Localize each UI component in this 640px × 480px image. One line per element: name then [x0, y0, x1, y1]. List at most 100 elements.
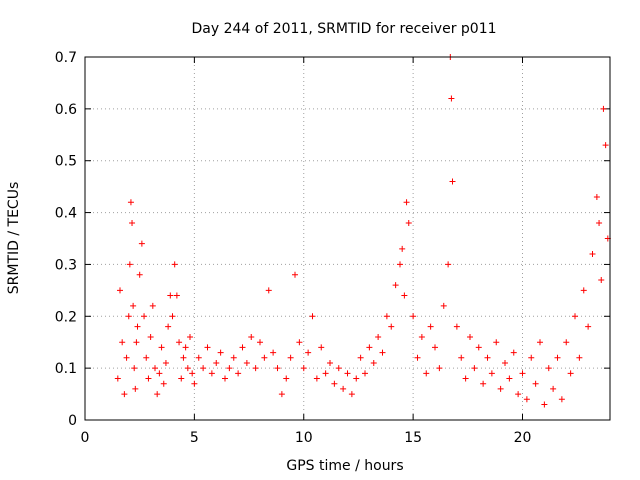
data-point	[497, 385, 504, 392]
data-point	[257, 339, 263, 346]
data-point	[167, 292, 174, 299]
x-tick-label: 0	[81, 430, 90, 446]
data-point	[184, 365, 191, 372]
data-point	[119, 339, 126, 346]
data-point	[173, 292, 180, 299]
data-point	[545, 365, 552, 372]
data-point	[467, 334, 473, 341]
data-point	[523, 396, 530, 403]
data-point	[515, 391, 522, 398]
data-point	[331, 380, 338, 387]
data-point	[265, 287, 272, 294]
data-point	[129, 219, 136, 226]
data-point	[519, 370, 526, 377]
x-axis-title: GPS time / hours	[286, 458, 403, 474]
data-points	[114, 54, 611, 408]
data-point	[427, 323, 434, 330]
y-tick-labels: 0 0.1 0.2 0.3 0.4 0.5 0.6 0.7	[55, 50, 77, 429]
data-point	[189, 370, 196, 377]
data-point	[208, 370, 215, 377]
data-point	[399, 245, 406, 252]
axis-ticks	[84, 56, 610, 421]
chart-title: Day 244 of 2011, SRMTID for receiver p01…	[191, 21, 496, 37]
data-point	[235, 370, 242, 377]
data-point	[239, 344, 246, 351]
data-point	[143, 354, 150, 361]
data-point	[410, 313, 417, 320]
data-point	[134, 323, 141, 330]
y-tick-label: 0.2	[55, 309, 77, 325]
data-point	[375, 334, 382, 341]
data-point	[383, 313, 390, 320]
y-axis-title: SRMTID / TECUs	[6, 182, 22, 295]
data-point	[340, 385, 347, 392]
data-point	[335, 365, 342, 372]
data-point	[598, 276, 605, 283]
data-point	[600, 105, 607, 112]
data-point	[348, 391, 355, 398]
data-point	[362, 370, 368, 377]
data-point	[149, 302, 156, 309]
data-point	[169, 313, 176, 320]
data-point	[158, 344, 165, 351]
data-point	[397, 261, 403, 268]
y-tick-label: 0.3	[55, 257, 77, 273]
y-tick-label: 0.5	[55, 154, 77, 170]
data-point	[445, 261, 452, 268]
data-point	[502, 359, 508, 366]
x-tick-label: 15	[404, 430, 422, 446]
data-point	[230, 354, 237, 361]
data-point	[318, 344, 325, 351]
plot-frame	[84, 56, 611, 421]
data-point	[296, 339, 303, 346]
data-point	[204, 344, 211, 351]
data-point	[243, 359, 250, 366]
data-point	[180, 354, 187, 361]
data-point	[130, 302, 137, 309]
data-point	[596, 219, 603, 226]
data-point	[131, 365, 138, 372]
data-point	[114, 375, 121, 382]
y-tick-label: 0.1	[55, 361, 77, 377]
data-point	[563, 339, 570, 346]
x-tick-label: 20	[514, 430, 532, 446]
data-point	[370, 359, 377, 366]
data-point	[471, 365, 478, 372]
data-point	[327, 359, 333, 366]
data-point	[300, 365, 307, 372]
data-point	[154, 391, 161, 398]
data-point	[222, 375, 228, 382]
data-point	[160, 380, 167, 387]
data-point	[191, 380, 198, 387]
data-point	[274, 365, 281, 372]
data-point	[414, 354, 421, 361]
data-point	[136, 271, 143, 278]
data-point	[270, 349, 277, 356]
data-point	[449, 178, 456, 185]
data-point	[283, 375, 290, 382]
data-point	[176, 339, 183, 346]
data-point	[187, 334, 193, 341]
data-point	[379, 349, 386, 356]
data-point	[182, 344, 189, 351]
data-point	[126, 261, 133, 268]
data-point	[213, 359, 220, 366]
data-point	[147, 334, 154, 341]
data-point	[145, 375, 152, 382]
y-tick-label: 0	[68, 413, 77, 429]
data-point	[506, 375, 513, 382]
data-point	[484, 354, 491, 361]
data-point	[580, 287, 587, 294]
data-point	[322, 370, 329, 377]
data-point	[248, 334, 255, 341]
data-point	[475, 344, 482, 351]
data-point	[558, 396, 565, 403]
data-point	[127, 199, 134, 206]
data-point	[388, 323, 395, 330]
data-point	[200, 365, 207, 372]
data-point	[493, 339, 500, 346]
data-point	[152, 365, 158, 372]
data-point	[418, 334, 425, 341]
data-point	[528, 354, 535, 361]
